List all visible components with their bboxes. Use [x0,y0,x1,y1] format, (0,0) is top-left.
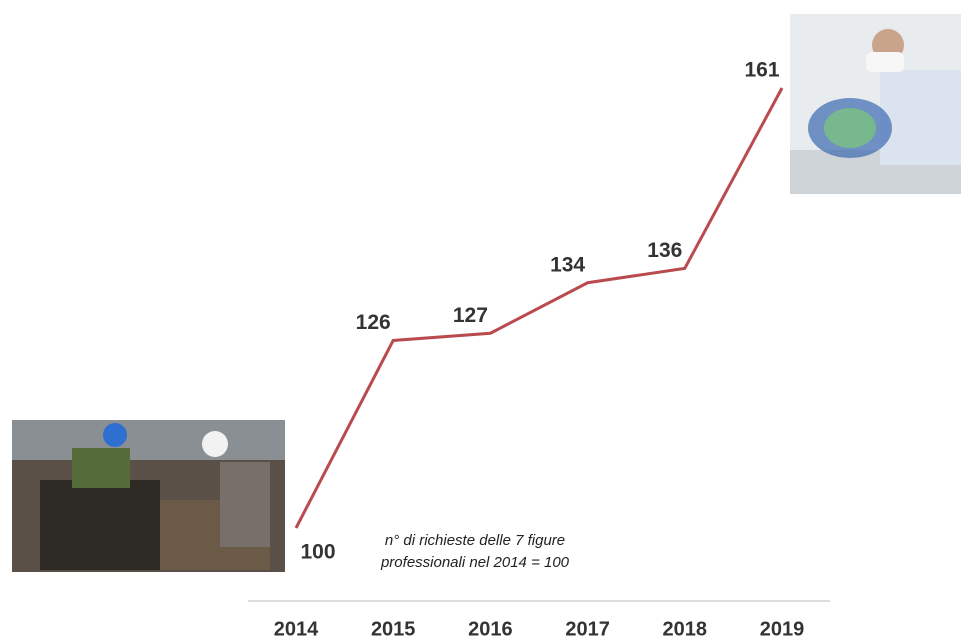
x-tick-label: 2019 [760,618,805,640]
x-tick-label: 2018 [663,618,708,640]
data-label: 134 [550,253,585,276]
data-label: 136 [647,239,682,262]
data-label: 127 [453,304,488,327]
annotation: n° di richieste delle 7 figure [385,532,565,549]
annotation: professionali nel 2014 = 100 [380,554,570,571]
data-label: 126 [356,311,391,334]
x-tick-label: 2014 [274,618,319,640]
x-tick-label: 2017 [565,618,610,640]
photo-workers [12,420,285,572]
x-tick-label: 2016 [468,618,513,640]
x-tick-label: 2015 [371,618,416,640]
data-label: 161 [744,59,779,82]
photo-vr [790,14,961,194]
data-line [294,87,784,529]
data-label: 100 [300,541,335,564]
